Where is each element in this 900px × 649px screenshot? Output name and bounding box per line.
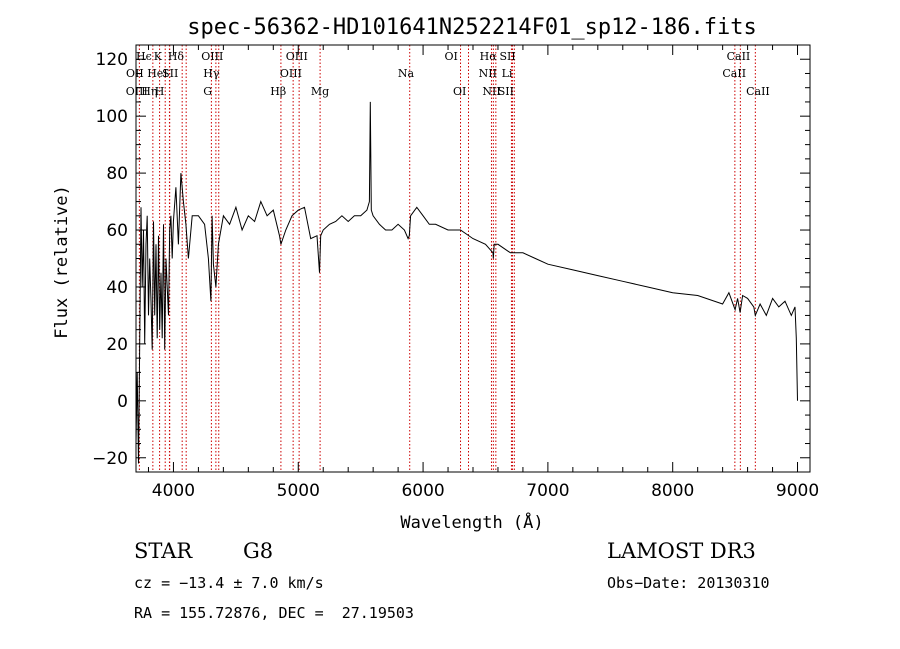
label-sii-left: SII [162,67,178,80]
y-tick-label: 0 [117,392,128,412]
x-tick-label: 5000 [277,481,320,501]
label-na: Na [398,67,415,80]
coordinates: RA = 155.72876, DEC = 27.19503 [134,604,414,622]
label-halpha: Hα [480,50,498,63]
y-tick-label: −20 [92,449,128,469]
x-tick-label: 9000 [776,481,819,501]
label-h-epsilon: Hϵ [136,50,152,63]
x-tick-label: 6000 [401,481,444,501]
plot-frame [135,44,811,473]
label-h-delta: Hδ [168,50,185,63]
label-sii-top: SII [499,50,515,63]
y-tick-label: 120 [96,50,128,70]
label-g: G [203,85,212,98]
obs-date: Obs−Date: 20130310 [607,574,770,592]
label-mg: Mg [311,85,329,98]
label-nii-top: NII [479,67,497,80]
x-axis-ticks: 4000 5000 6000 7000 8000 9000 [147,45,819,501]
y-tick-label: 100 [96,107,128,127]
label-k: K [154,50,163,63]
label-hbeta: Hβ [270,85,286,98]
label-oi-top: OI [445,50,458,63]
x-tick-label: 8000 [651,481,694,501]
chart-title: spec-56362-HD101641N252214F01_sp12-186.f… [187,15,757,40]
label-hgamma: Hγ [203,67,220,80]
x-tick-label: 4000 [152,481,195,501]
label-oii: OII [126,67,144,80]
label-oiii-hbeta: OIII [286,50,308,63]
y-axis-label: Flux (relative) [52,185,72,339]
y-tick-label: 60 [106,221,128,241]
label-caii-top: CaII [727,50,751,63]
label-hei: HeI [147,67,167,80]
label-oiii-top: OIII [201,50,223,63]
x-tick-label: 7000 [526,481,569,501]
y-tick-label: 40 [106,278,128,298]
label-h: H [155,85,165,98]
label-sii-low: SII [498,85,514,98]
y-axis-ticks: −20 0 20 40 60 80 100 120 [92,50,810,469]
y-tick-label: 20 [106,335,128,355]
label-oiii-mid: OIII [280,67,302,80]
object-class: STAR [134,539,193,563]
spectrum-line [135,101,798,464]
reference-lines [138,45,756,472]
survey-name: LAMOST DR3 [607,539,756,563]
label-caii-mid: CaII [722,67,746,80]
cz-value: cz = −13.4 ± 7.0 km/s [134,574,324,592]
x-axis-label: Wavelength (Å) [400,511,543,533]
label-li: Li [502,67,513,80]
object-subclass: G8 [243,539,274,563]
label-oiii-low: OIII [126,85,148,98]
label-caii-low: CaII [746,85,770,98]
y-tick-label: 80 [106,164,128,184]
label-heta: Hη [141,85,157,98]
label-oi-low: OI [453,85,466,98]
label-nii-low: NII [482,85,500,98]
